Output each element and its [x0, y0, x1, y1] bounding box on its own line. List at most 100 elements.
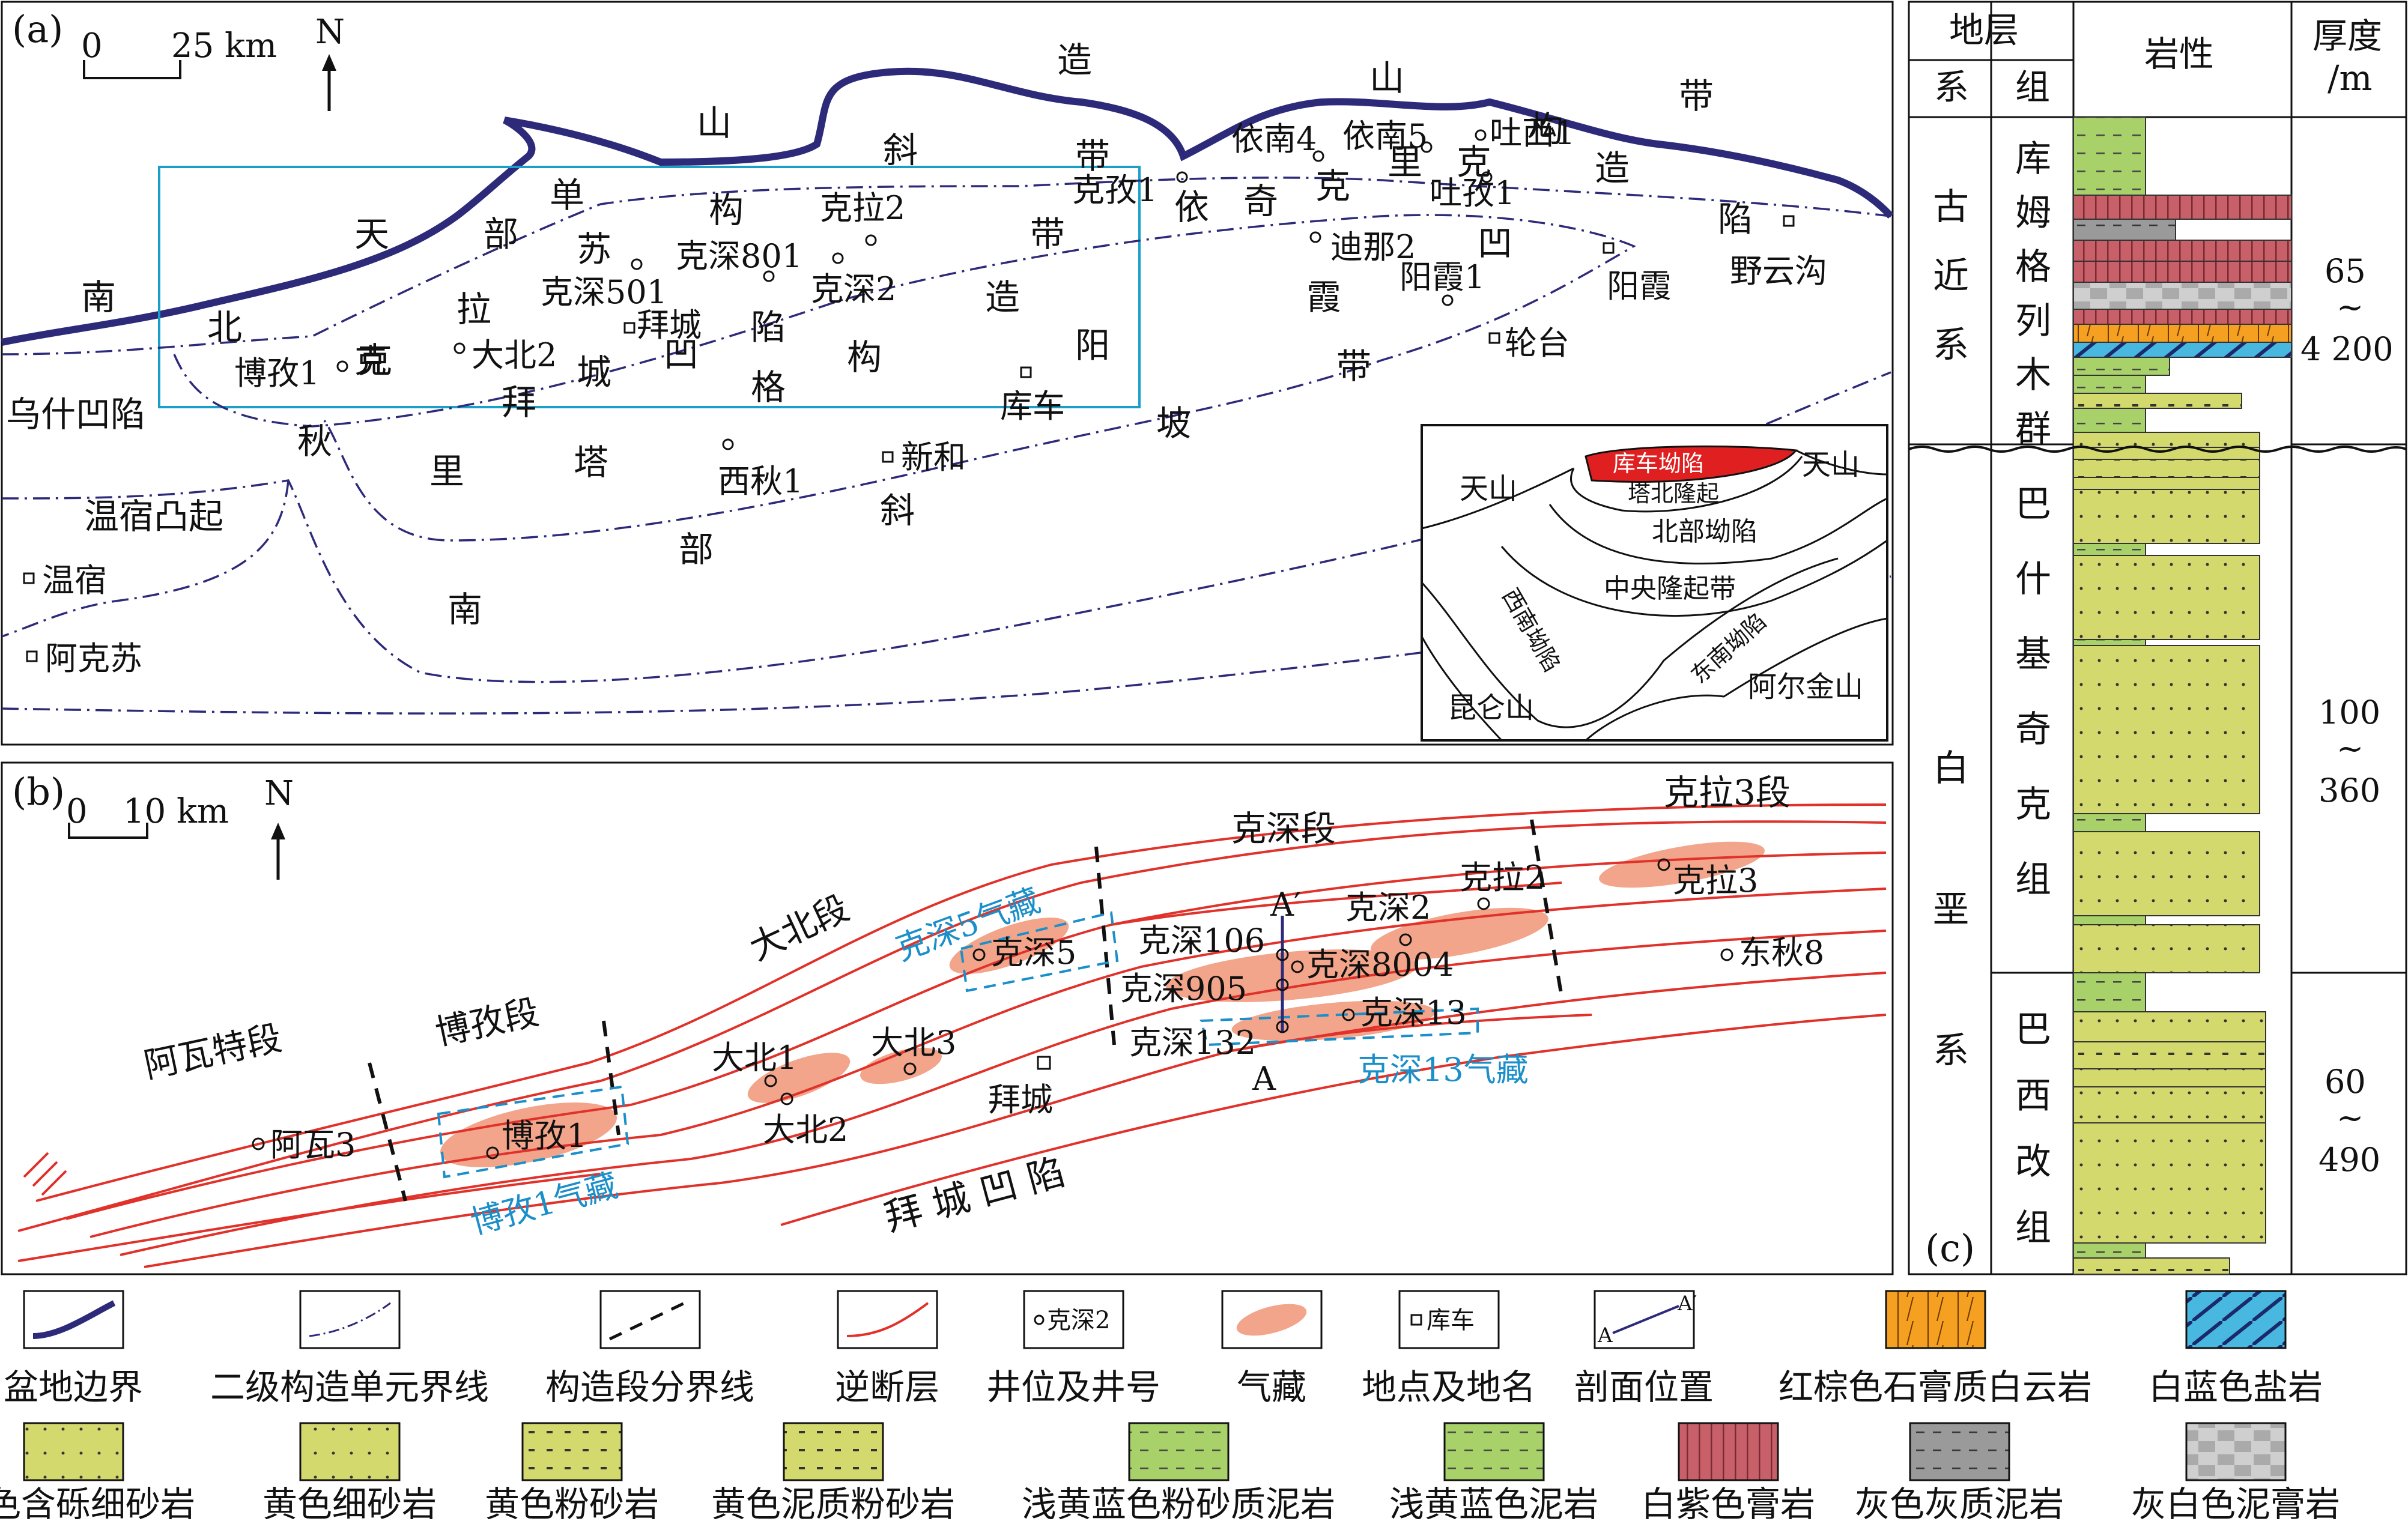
well-label: 克深8004	[1306, 946, 1454, 984]
place-label: 野云沟	[1730, 252, 1827, 290]
legend-item-gypsum-dolomite: 红棕色石膏质白云岩	[1779, 1290, 2092, 1408]
legend-item-salt: 白蓝色盐岩	[2149, 1290, 2323, 1408]
legend-swatch	[521, 1422, 623, 1481]
legend-item-well: 克深2 井位及井号	[986, 1290, 1160, 1408]
well-label: 依南5	[1342, 117, 1428, 155]
legend-item-silty-mudstone: 浅黄蓝色粉砂质泥岩	[1022, 1422, 1335, 1525]
region-char: 阳	[1075, 325, 1110, 366]
legend-swatch	[1443, 1422, 1545, 1481]
well-label: 吐孜1	[1430, 174, 1515, 212]
inset-label: 天山	[1460, 472, 1517, 506]
region-char: 南	[447, 589, 482, 630]
inset-label: 昆仑山	[1448, 691, 1534, 725]
legend-item-siltstone: 黄色粉砂岩	[485, 1422, 659, 1525]
legend-item-fine-sandstone: 黄色细砂岩	[262, 1422, 437, 1525]
region-char: 依	[1174, 187, 1209, 228]
legend-label: 黄色粉砂岩	[485, 1484, 659, 1525]
thickness-sep: ~	[2337, 288, 2364, 326]
system-name: 系	[1933, 1030, 1969, 1072]
legend-item-gas-reservoir: 气藏	[1221, 1290, 1323, 1408]
thrust-faults	[17, 803, 1887, 1268]
well-label: 克孜1	[1072, 171, 1157, 209]
region-char: 山	[1369, 58, 1404, 98]
legend-label: 灰色灰质泥岩	[1855, 1484, 2064, 1525]
legend-item-segment-boundary: 构造段分界线	[545, 1290, 754, 1408]
legend-line	[608, 1298, 692, 1341]
region-char: 陷	[751, 307, 786, 348]
legend-swatch	[837, 1290, 938, 1349]
place-label: 拜城	[988, 1081, 1053, 1119]
group-name: 组	[2015, 859, 2051, 901]
wells-a: 博孜1 克 大北2 拜城 克深501 克深801 克深2 克拉2 克孜1 依南4…	[23, 114, 1827, 677]
segment-labels: 阿瓦特段 博孜段 大北段 克深段 克拉3段 拜 城 凹 陷	[141, 772, 1791, 1239]
legend-well-symbol	[1034, 1314, 1045, 1325]
section-label-a: A	[1252, 1060, 1276, 1098]
basin-boundary-line	[1, 67, 1894, 346]
region-char: 斜	[883, 130, 918, 171]
legend-item-calc-mudstone: 灰色灰质泥岩	[1855, 1422, 2064, 1525]
well-label: 克深106	[1138, 922, 1265, 960]
well-label: 迪那2	[1330, 228, 1416, 266]
inset-label: 塔北隆起	[1628, 480, 1719, 507]
thickness-max: 490	[2319, 1141, 2380, 1179]
region-char: 秋	[297, 421, 332, 462]
legend-label: 盆地边界	[4, 1367, 143, 1408]
legend-swatch	[599, 1290, 701, 1349]
region-char: 克	[1315, 166, 1350, 207]
panel-c-column: 地层 系 组 岩性 厚度 /m	[1908, 1, 2407, 1275]
legend-sample: A	[1597, 1323, 1613, 1347]
well-label: 克拉2	[820, 189, 905, 227]
region-char: 山	[697, 103, 732, 144]
region-char: 构	[1529, 109, 1563, 150]
unit-boundary-2	[173, 214, 1636, 542]
well-label: 大北2	[472, 336, 557, 374]
thickness-max: 4 200	[2300, 330, 2394, 368]
panel-b-frame	[1, 761, 1894, 1275]
well-label: 东秋8	[1739, 934, 1824, 972]
thickness-sep: ~	[2337, 730, 2364, 767]
panel-b-tag: (b)	[12, 770, 65, 814]
legend-item-muddy-siltstone: 黄色泥质粉砂岩	[711, 1422, 955, 1525]
region-char: 奇	[1243, 181, 1278, 222]
panel-a-scalebar: 0 25 km	[81, 26, 277, 79]
region-char: 带	[1679, 76, 1714, 116]
group-name: 列	[2015, 300, 2051, 342]
region-char: 造	[985, 277, 1020, 318]
group-name: 巴	[2015, 1009, 2051, 1051]
legend-label: 剖面位置	[1574, 1367, 1714, 1408]
region-char: 构	[847, 337, 882, 378]
system-name: 系	[1933, 324, 1969, 366]
header-system: 系	[1934, 67, 1969, 107]
north-arrow-a: N	[315, 13, 345, 111]
well-label: 大北2	[763, 1111, 848, 1149]
region-char: 苏	[577, 229, 611, 270]
legend-swatch	[1398, 1290, 1500, 1349]
north-label: N	[315, 13, 345, 52]
thickness-min: 65	[2325, 252, 2366, 290]
region-char: 单	[550, 175, 584, 216]
wells-b: 阿瓦3 博孜1 大北1 大北2 大北3 克深5 克深106 克深905 克深13…	[252, 858, 1824, 1164]
legend-item-thrust-fault: 逆断层	[835, 1290, 939, 1408]
group-name: 西	[2015, 1075, 2051, 1117]
legend-swatch	[2185, 1422, 2287, 1481]
place-label: 新和	[901, 438, 966, 476]
header-lithology: 岩性	[2144, 34, 2214, 74]
inset-label: 库车坳陷	[1613, 450, 1704, 477]
unit-boundary-4	[1, 480, 290, 638]
header-unit: /m	[2328, 58, 2373, 98]
region-labels: 南 天 山 北 单 斜 造 山 带 部 苏 拉 构 克 秋 里 塔 拜 城 凹 …	[6, 40, 1753, 630]
group-name: 什	[2015, 558, 2051, 600]
legend-label: 黄色泥质粉砂岩	[711, 1484, 955, 1525]
region-char: 凹	[664, 334, 699, 375]
panel-b-map: (b) 0 10 km N	[1, 761, 1894, 1275]
legend-swatch	[23, 1290, 124, 1349]
group-name: 巴	[2015, 483, 2051, 525]
region-char: 部	[484, 214, 518, 255]
segment-boundaries	[368, 819, 1563, 1202]
legend-swatch	[1023, 1290, 1124, 1349]
thickness-sep: ~	[2337, 1099, 2364, 1137]
study-area-box	[158, 166, 1141, 408]
well-label: 依南4	[1231, 120, 1317, 158]
